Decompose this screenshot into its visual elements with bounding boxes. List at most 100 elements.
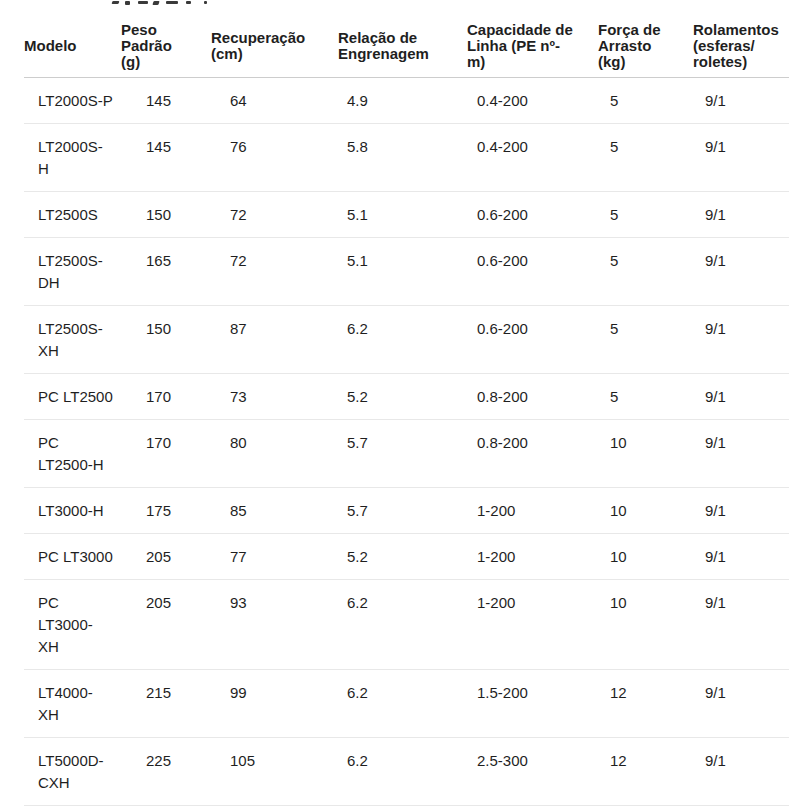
column-header-forca-arrasto: Força de Arrasto (kg)	[598, 0, 693, 78]
column-header-capacidade-linha: Capacidade de Linha (PE nº- m)	[467, 0, 598, 78]
cell-rolamentos: 9/1	[693, 374, 789, 420]
cell-modelo: PC LT3000	[24, 534, 121, 580]
table-body: LT2000S-P145644.90.4-20059/1LT2000S- H14…	[24, 78, 789, 806]
table-row: PC LT2500-H170805.70.8-200109/1	[24, 420, 789, 488]
cell-peso-padrao: 215	[121, 670, 211, 738]
table-row: PC LT2500170735.20.8-20059/1	[24, 374, 789, 420]
cell-recuperacao: 72	[211, 192, 338, 238]
cell-peso-padrao: 150	[121, 306, 211, 374]
cell-modelo: LT2500S- XH	[24, 306, 121, 374]
table-row: LT2500S- DH165725.10.6-20059/1	[24, 238, 789, 306]
cell-recuperacao: 64	[211, 78, 338, 124]
cell-recuperacao: 80	[211, 420, 338, 488]
cell-forca-arrasto: 5	[598, 192, 693, 238]
cell-capacidade-linha: 1-200	[467, 580, 598, 670]
table-row: LT4000- XH215996.21.5-200129/1	[24, 670, 789, 738]
cell-relacao-engrenagem: 5.7	[338, 420, 467, 488]
cell-rolamentos: 9/1	[693, 534, 789, 580]
cell-rolamentos: 9/1	[693, 306, 789, 374]
cell-capacidade-linha: 0.4-200	[467, 124, 598, 192]
cell-peso-padrao: 205	[121, 534, 211, 580]
cell-recuperacao: 93	[211, 580, 338, 670]
cell-recuperacao: 77	[211, 534, 338, 580]
table-row: LT2500S- XH150876.20.6-20059/1	[24, 306, 789, 374]
column-header-rolamentos: Rolamentos (esferas/ roletes)	[693, 0, 789, 78]
cell-capacidade-linha: 1-200	[467, 488, 598, 534]
cell-rolamentos: 9/1	[693, 670, 789, 738]
cell-modelo: PC LT2500	[24, 374, 121, 420]
cell-recuperacao: 87	[211, 306, 338, 374]
cell-forca-arrasto: 5	[598, 374, 693, 420]
cell-capacidade-linha: 1.5-200	[467, 670, 598, 738]
cell-relacao-engrenagem: 6.2	[338, 580, 467, 670]
cell-forca-arrasto: 5	[598, 124, 693, 192]
cell-peso-padrao: 145	[121, 124, 211, 192]
cell-rolamentos: 9/1	[693, 192, 789, 238]
cell-modelo: LT3000-H	[24, 488, 121, 534]
cell-peso-padrao: 170	[121, 420, 211, 488]
cell-modelo: PC LT2500-H	[24, 420, 121, 488]
cell-modelo: LT2000S-P	[24, 78, 121, 124]
cell-relacao-engrenagem: 6.2	[338, 738, 467, 806]
cell-capacidade-linha: 1-200	[467, 534, 598, 580]
cell-forca-arrasto: 5	[598, 78, 693, 124]
table-row: LT2000S-P145644.90.4-20059/1	[24, 78, 789, 124]
cell-forca-arrasto: 10	[598, 580, 693, 670]
cell-relacao-engrenagem: 5.2	[338, 374, 467, 420]
cell-recuperacao: 105	[211, 738, 338, 806]
cell-modelo: PC LT3000- XH	[24, 580, 121, 670]
cell-relacao-engrenagem: 5.8	[338, 124, 467, 192]
column-header-relacao-engrenagem: Relação de Engrenagem	[338, 0, 467, 78]
cell-modelo: LT2500S- DH	[24, 238, 121, 306]
cell-modelo: LT4000- XH	[24, 670, 121, 738]
cell-recuperacao: 72	[211, 238, 338, 306]
header-row: ModeloPeso Padrão (g)Recuperação (cm)Rel…	[24, 0, 789, 78]
cell-relacao-engrenagem: 5.7	[338, 488, 467, 534]
cell-relacao-engrenagem: 5.1	[338, 238, 467, 306]
cell-forca-arrasto: 10	[598, 420, 693, 488]
cell-peso-padrao: 170	[121, 374, 211, 420]
cell-capacidade-linha: 0.8-200	[467, 374, 598, 420]
cell-relacao-engrenagem: 5.2	[338, 534, 467, 580]
column-header-modelo: Modelo	[24, 0, 121, 78]
cell-modelo: LT2000S- H	[24, 124, 121, 192]
cell-rolamentos: 9/1	[693, 124, 789, 192]
table-row: PC LT3000205775.21-200109/1	[24, 534, 789, 580]
table-row: LT2000S- H145765.80.4-20059/1	[24, 124, 789, 192]
cell-recuperacao: 73	[211, 374, 338, 420]
cell-rolamentos: 9/1	[693, 420, 789, 488]
cell-modelo: LT5000D- CXH	[24, 738, 121, 806]
cell-rolamentos: 9/1	[693, 238, 789, 306]
cell-relacao-engrenagem: 6.2	[338, 306, 467, 374]
cell-forca-arrasto: 12	[598, 670, 693, 738]
cell-peso-padrao: 150	[121, 192, 211, 238]
cell-relacao-engrenagem: 5.1	[338, 192, 467, 238]
cell-capacidade-linha: 0.4-200	[467, 78, 598, 124]
cell-forca-arrasto: 12	[598, 738, 693, 806]
cell-capacidade-linha: 0.8-200	[467, 420, 598, 488]
cell-rolamentos: 9/1	[693, 488, 789, 534]
cell-forca-arrasto: 5	[598, 238, 693, 306]
cell-peso-padrao: 145	[121, 78, 211, 124]
reel-spec-page: ModeloPeso Padrão (g)Recuperação (cm)Rel…	[0, 0, 789, 808]
cell-recuperacao: 99	[211, 670, 338, 738]
cell-relacao-engrenagem: 6.2	[338, 670, 467, 738]
cell-recuperacao: 85	[211, 488, 338, 534]
cell-forca-arrasto: 10	[598, 534, 693, 580]
table-row: PC LT3000- XH205936.21-200109/1	[24, 580, 789, 670]
cell-rolamentos: 9/1	[693, 580, 789, 670]
cell-relacao-engrenagem: 4.9	[338, 78, 467, 124]
column-header-peso-padrao: Peso Padrão (g)	[121, 0, 211, 78]
cell-capacidade-linha: 2.5-300	[467, 738, 598, 806]
cell-forca-arrasto: 10	[598, 488, 693, 534]
cell-peso-padrao: 165	[121, 238, 211, 306]
cell-peso-padrao: 175	[121, 488, 211, 534]
column-header-recuperacao: Recuperação (cm)	[211, 0, 338, 78]
reel-spec-table: ModeloPeso Padrão (g)Recuperação (cm)Rel…	[24, 0, 789, 806]
table-row: LT3000-H175855.71-200109/1	[24, 488, 789, 534]
cell-peso-padrao: 205	[121, 580, 211, 670]
table-row: LT2500S150725.10.6-20059/1	[24, 192, 789, 238]
table-row: LT5000D- CXH2251056.22.5-300129/1	[24, 738, 789, 806]
cell-recuperacao: 76	[211, 124, 338, 192]
cell-capacidade-linha: 0.6-200	[467, 192, 598, 238]
